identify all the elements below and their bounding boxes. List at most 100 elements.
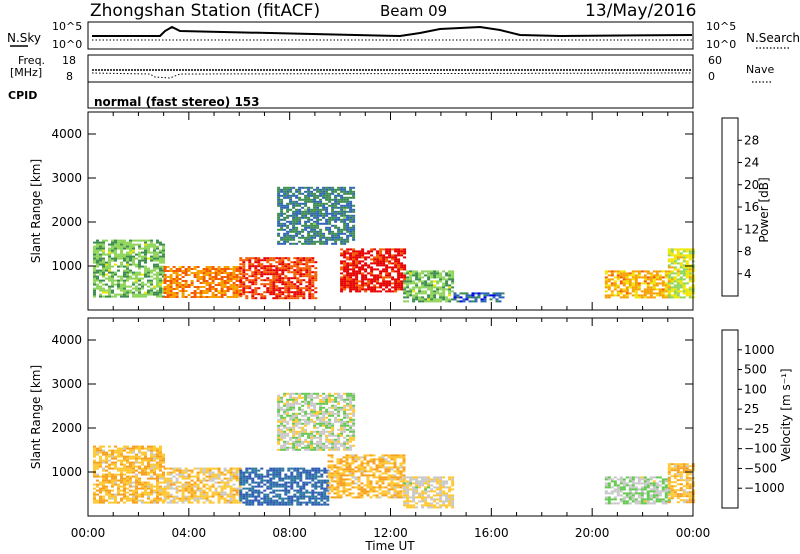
velocity-cell (214, 481, 218, 484)
velocity-cell (156, 495, 159, 498)
velocity-cell (166, 487, 170, 490)
velocity-cell (251, 467, 255, 470)
power-cell (132, 295, 135, 298)
power-cell (610, 282, 614, 285)
power-cell (277, 216, 281, 219)
power-cell (181, 270, 185, 272)
power-cell (673, 290, 677, 293)
power-cell (343, 210, 347, 213)
velocity-cell (363, 468, 367, 471)
velocity-cell (284, 481, 288, 484)
velocity-cell (266, 469, 270, 472)
velocity-cell (393, 458, 397, 461)
velocity-cell (307, 396, 311, 399)
velocity-cell (310, 440, 314, 443)
velocity-cell (153, 471, 156, 474)
power-cell (292, 194, 296, 197)
power-cell (117, 255, 120, 258)
power-cell (361, 266, 365, 269)
velocity-cell (387, 474, 391, 477)
power-cell (296, 269, 300, 272)
velocity-cell (263, 479, 267, 482)
velocity-cell (381, 478, 385, 481)
power-cell (688, 274, 692, 277)
velocity-cell (295, 422, 299, 425)
power-cell (96, 251, 99, 254)
power-cell (299, 291, 303, 294)
power-cell (108, 261, 111, 264)
power-cell (685, 282, 689, 285)
velocity-cell (280, 444, 284, 447)
velocity-cell (266, 487, 270, 490)
velocity-cells (93, 392, 695, 509)
power-cell (108, 287, 111, 290)
power-cell (415, 296, 419, 299)
velocity-cell (211, 477, 215, 480)
power-cell (415, 272, 419, 275)
power-cell (334, 212, 338, 215)
velocity-cell (239, 489, 243, 492)
velocity-cell (263, 483, 267, 486)
velocity-cell (269, 499, 273, 502)
power-cell (337, 212, 341, 215)
velocity-cell (325, 444, 329, 447)
power-cell (205, 266, 209, 268)
power-cell (628, 282, 632, 285)
power-cell (175, 280, 179, 282)
velocity-cell (269, 473, 273, 476)
velocity-cell (277, 412, 281, 415)
power-cell (400, 262, 404, 265)
power-cell (670, 282, 674, 285)
power-cell (159, 289, 162, 292)
power-cell (289, 238, 293, 241)
velocity-cell (114, 497, 117, 500)
velocity-cell (283, 408, 287, 411)
velocity-cell (342, 488, 346, 491)
velocity-cell (220, 471, 224, 474)
power-cell (337, 194, 341, 197)
power-cell (310, 224, 314, 227)
power-cell (661, 284, 665, 287)
velocity-cell (289, 436, 293, 439)
power-cell (175, 272, 179, 274)
velocity-cell (150, 449, 153, 452)
velocity-cell (334, 416, 338, 419)
power-cell (382, 258, 386, 261)
velocity-cell (299, 479, 303, 482)
power-cell (102, 243, 105, 246)
power-cell (280, 212, 284, 215)
power-cell (400, 288, 404, 291)
power-cell (304, 242, 308, 245)
power-cell (286, 196, 290, 199)
power-cell (144, 265, 147, 268)
power-cell (361, 288, 365, 291)
velocity-cell (205, 471, 209, 474)
power-cell (679, 262, 683, 265)
beam-label: Beam 09 (380, 2, 447, 20)
velocity-cell (251, 491, 255, 494)
power-cell (334, 200, 338, 203)
power-cell (286, 238, 290, 241)
velocity-cell (289, 446, 293, 449)
velocity-cell (93, 493, 96, 496)
power-cell (289, 236, 293, 239)
velocity-cell (360, 490, 364, 493)
velocity-cell (284, 485, 288, 488)
velocity-cell (336, 490, 340, 493)
velocity-cell (375, 486, 379, 489)
power-cell (445, 300, 449, 303)
power-cell (673, 284, 677, 287)
velocity-cell (323, 503, 327, 506)
power-cell (172, 266, 176, 268)
velocity-cell (226, 483, 230, 486)
power-cell (346, 196, 350, 199)
velocity-cell (372, 472, 376, 475)
velocity-cell (156, 501, 159, 504)
velocity-cell (320, 479, 324, 482)
power-cell (163, 280, 167, 282)
power-cell (96, 265, 99, 268)
velocity-cell (272, 467, 276, 470)
velocity-cell (334, 434, 338, 437)
power-cell (111, 249, 114, 252)
power-cell (355, 282, 359, 285)
